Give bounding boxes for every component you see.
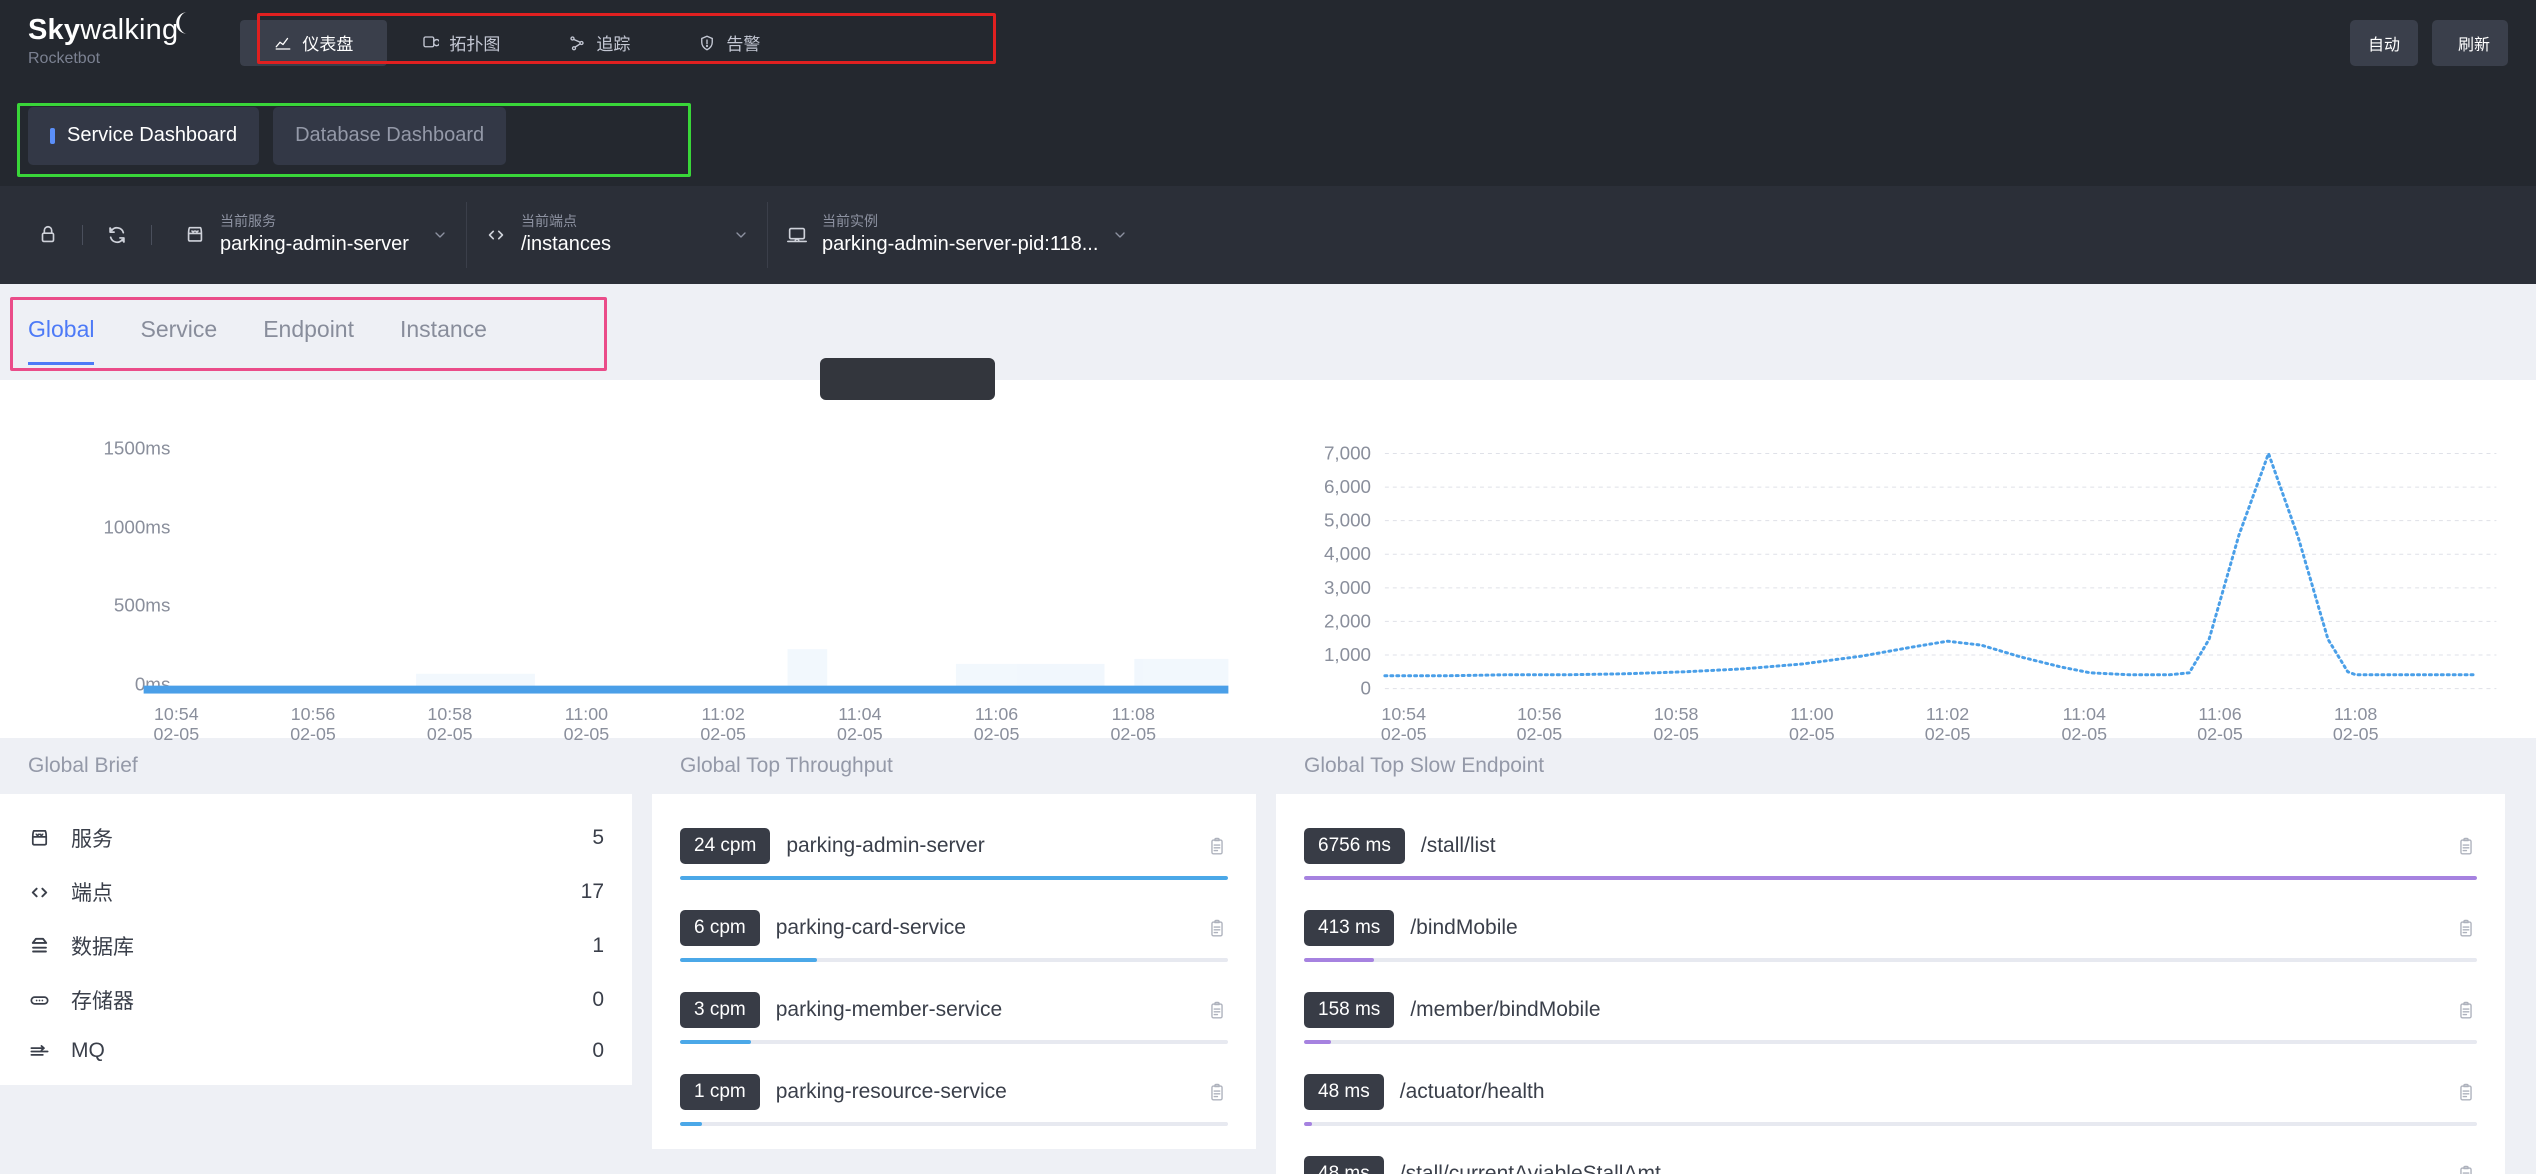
svg-text:1000ms: 1000ms	[103, 517, 170, 538]
svg-text:1,000: 1,000	[1324, 644, 1371, 665]
svg-text:10:54: 10:54	[154, 704, 199, 724]
svg-text:02-05: 02-05	[1925, 724, 1971, 744]
svg-text:10:54: 10:54	[1381, 704, 1426, 724]
svg-text:10:58: 10:58	[427, 704, 472, 724]
svg-text:02-05: 02-05	[837, 724, 883, 744]
svg-text:02-05: 02-05	[1653, 724, 1699, 744]
svg-text:11:02: 11:02	[1926, 704, 1969, 724]
svg-text:02-05: 02-05	[1789, 724, 1835, 744]
svg-text:3,000: 3,000	[1324, 577, 1371, 598]
svg-text:11:04: 11:04	[838, 704, 881, 724]
svg-text:0: 0	[1361, 678, 1371, 699]
svg-text:02-05: 02-05	[2061, 724, 2107, 744]
svg-text:10:58: 10:58	[1654, 704, 1699, 724]
svg-text:500ms: 500ms	[114, 595, 170, 616]
svg-text:02-05: 02-05	[1381, 724, 1427, 744]
svg-text:10:56: 10:56	[1517, 704, 1562, 724]
svg-text:5,000: 5,000	[1324, 510, 1371, 531]
svg-text:11:08: 11:08	[1112, 704, 1155, 724]
svg-text:02-05: 02-05	[974, 724, 1020, 744]
svg-text:11:02: 11:02	[702, 704, 745, 724]
svg-text:11:06: 11:06	[975, 704, 1018, 724]
svg-text:02-05: 02-05	[2197, 724, 2243, 744]
svg-text:4,000: 4,000	[1324, 543, 1371, 564]
svg-text:02-05: 02-05	[154, 724, 200, 744]
svg-text:02-05: 02-05	[1517, 724, 1563, 744]
svg-text:7,000: 7,000	[1324, 442, 1371, 463]
svg-text:02-05: 02-05	[700, 724, 746, 744]
svg-text:6,000: 6,000	[1324, 476, 1371, 497]
svg-text:02-05: 02-05	[1110, 724, 1156, 744]
svg-text:10:56: 10:56	[291, 704, 336, 724]
svg-text:02-05: 02-05	[427, 724, 473, 744]
svg-text:11:00: 11:00	[565, 704, 608, 724]
svg-text:11:04: 11:04	[2063, 704, 2106, 724]
svg-text:02-05: 02-05	[290, 724, 336, 744]
svg-text:11:00: 11:00	[1790, 704, 1833, 724]
svg-text:02-05: 02-05	[2333, 724, 2379, 744]
svg-text:1500ms: 1500ms	[103, 438, 170, 459]
svg-text:11:08: 11:08	[2334, 704, 2377, 724]
svg-text:11:06: 11:06	[2198, 704, 2241, 724]
svg-text:2,000: 2,000	[1324, 610, 1371, 631]
svg-text:02-05: 02-05	[564, 724, 610, 744]
